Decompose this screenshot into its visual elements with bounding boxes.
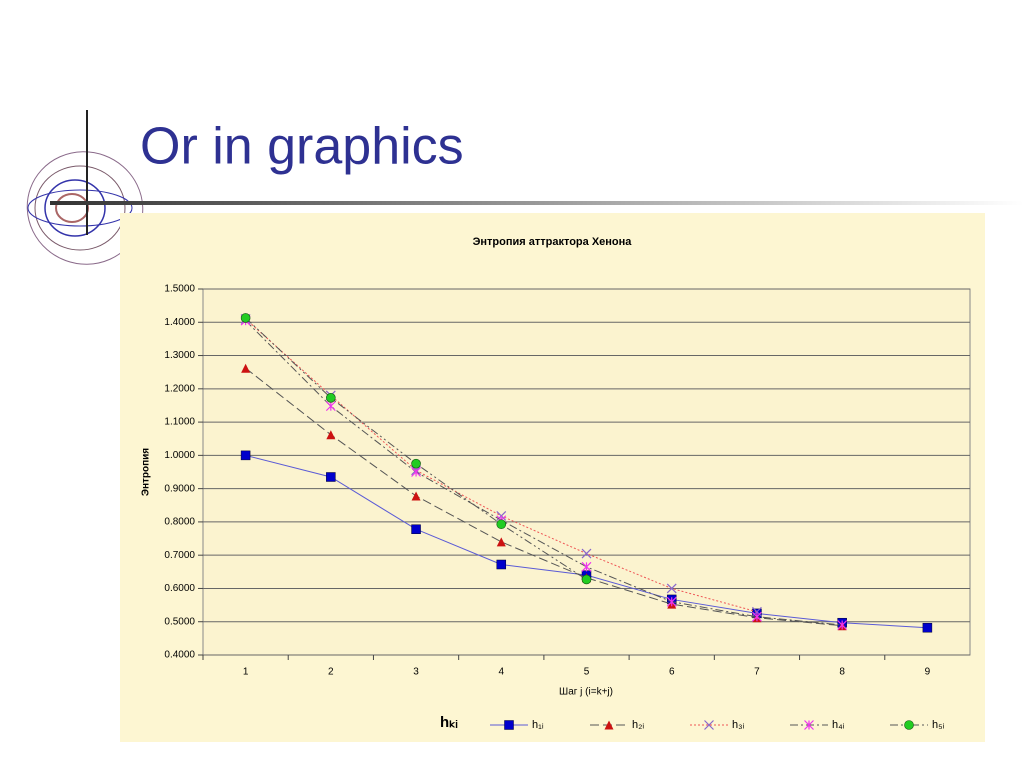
y-tick-label: 1.0000 [164,450,195,461]
legend-label: h₃ᵢ [732,719,745,731]
x-tick-label: 2 [328,667,334,678]
x-tick-label: 3 [413,667,419,678]
legend-label: h₅ᵢ [932,719,945,731]
plot-area [202,288,971,656]
legend-label: h₂ᵢ [632,719,644,731]
x-tick-label: 5 [584,667,590,678]
marker [804,720,814,730]
marker [241,363,251,373]
marker [922,622,933,633]
x-axis-label: Шаг j (i=k+j) [559,687,613,698]
marker [326,472,336,482]
slide-title: Or in graphics [140,118,464,176]
y-tick-label: 0.5000 [164,616,195,627]
marker [240,313,251,323]
legend-label: h₄ᵢ [832,719,845,731]
marker [326,430,336,440]
series-line [245,367,843,627]
marker [496,519,507,530]
marker [411,491,421,501]
x-tick-label: 6 [669,667,675,678]
y-tick-label: 0.6000 [164,583,195,594]
y-tick-label: 1.3000 [164,350,195,361]
marker [411,524,421,534]
marker [666,583,677,594]
legend-label: h₁ᵢ [532,719,544,731]
y-tick-label: 0.8000 [164,517,195,528]
marker [752,611,762,622]
chart-title: Энтропия аттрактора Хенона [473,236,633,248]
y-axis-label: Энтропия [141,448,152,496]
marker [411,467,421,477]
marker [837,620,848,630]
marker [581,561,592,572]
y-tick-label: 1.1000 [164,417,195,428]
marker [704,720,714,730]
x-tick-label: 9 [925,667,931,678]
x-tick-label: 1 [243,667,249,678]
horizontal-rule [50,201,1024,205]
y-tick-label: 0.9000 [164,483,195,494]
series-line [245,317,587,580]
marker [581,548,592,559]
series-line [245,320,843,626]
legend-title: hₖᵢ [440,714,458,731]
marker [325,401,336,412]
y-tick-label: 1.5000 [164,284,195,295]
marker [752,606,762,617]
marker [326,393,336,403]
x-tick-label: 8 [839,667,845,678]
marker [496,537,506,547]
y-tick-label: 1.2000 [164,383,195,394]
marker [496,559,507,570]
y-tick-label: 0.4000 [164,650,195,661]
y-tick-label: 1.4000 [164,317,195,328]
marker [904,720,914,730]
x-tick-label: 7 [754,667,760,678]
marker [504,720,514,730]
x-tick-label: 4 [498,667,504,678]
marker [604,720,614,730]
marker [581,574,592,585]
marker [240,450,251,461]
marker [411,458,421,469]
marker [666,596,677,607]
y-tick-label: 0.7000 [164,550,195,561]
